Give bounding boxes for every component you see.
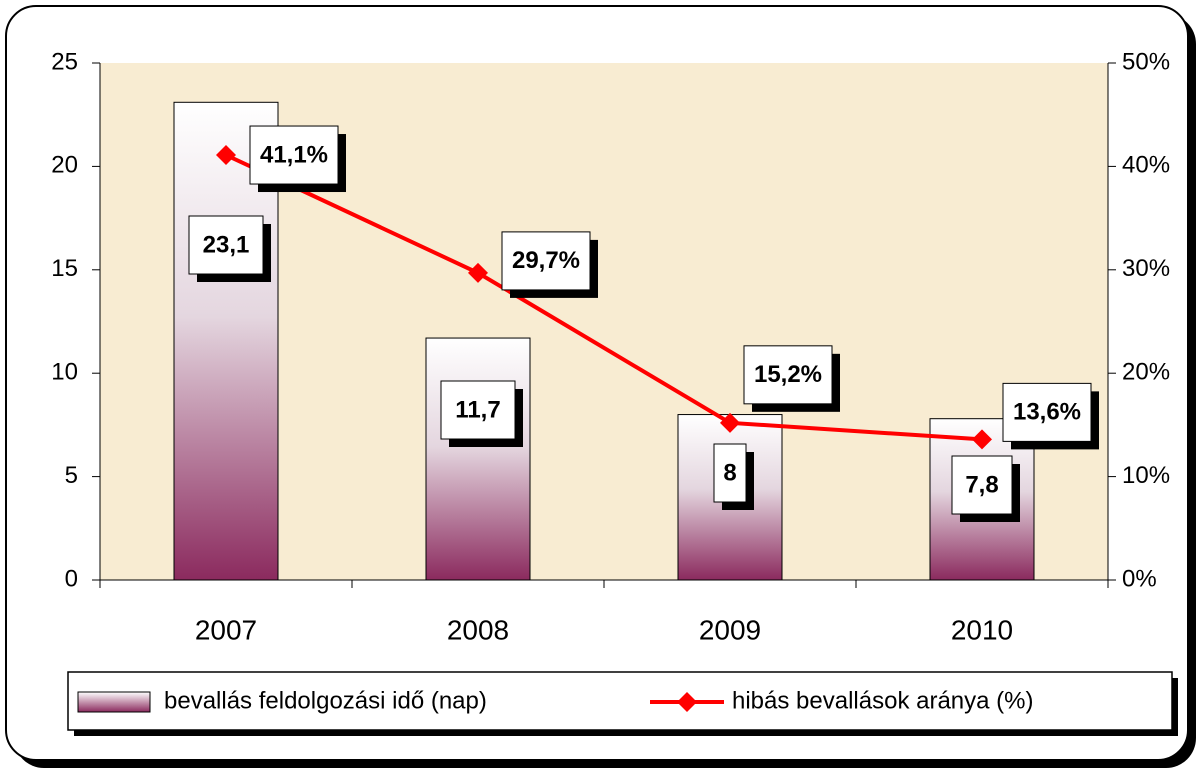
line-marker (468, 262, 488, 283)
data-label: 7,8 (965, 471, 998, 498)
legend-swatch (77, 691, 151, 713)
label-box (743, 345, 833, 405)
label-box (249, 125, 339, 185)
y-tick-label: 25 (51, 48, 78, 75)
legend-label: bevallás feldolgozási idő (nap) (164, 687, 487, 714)
x-tick-label: 2009 (699, 614, 761, 645)
data-label: 15,2% (754, 361, 822, 388)
y2-tick-label: 50% (1122, 48, 1170, 75)
label-box (1002, 382, 1092, 442)
y-tick-label: 5 (65, 462, 78, 489)
label-box (188, 215, 264, 275)
y-tick-label: 0 (65, 565, 78, 592)
data-label: 29,7% (512, 247, 580, 274)
data-label: 23,1 (203, 231, 250, 258)
legend (67, 671, 1173, 731)
y-tick-label: 10 (51, 359, 78, 386)
y2-tick-label: 10% (1122, 462, 1170, 489)
line-marker (720, 412, 740, 433)
y-tick-label: 20 (51, 152, 78, 179)
line (225, 153, 983, 442)
label-box (501, 231, 591, 291)
y2-tick-label: 30% (1122, 255, 1170, 282)
y2-tick-label: 20% (1122, 359, 1170, 386)
data-label: 8 (723, 459, 736, 486)
label-box (951, 455, 1013, 515)
data-label: 13,6% (1013, 399, 1081, 426)
label-box (440, 380, 516, 440)
x-tick-label: 2008 (447, 614, 509, 645)
data-label: 11,7 (455, 396, 500, 423)
x-tick-label: 2010 (951, 614, 1013, 645)
line-marker (972, 429, 992, 450)
x-tick-label: 2007 (195, 614, 257, 645)
y-tick-label: 15 (51, 255, 78, 282)
legend-label: hibás bevallások aránya (%) (732, 687, 1034, 714)
y2-tick-label: 40% (1122, 152, 1170, 179)
legend-marker (677, 692, 697, 712)
label-box (713, 443, 747, 503)
data-label: 41,1% (260, 141, 328, 168)
y2-tick-label: 0% (1122, 565, 1157, 592)
line-marker (216, 145, 236, 166)
bar (425, 337, 531, 581)
